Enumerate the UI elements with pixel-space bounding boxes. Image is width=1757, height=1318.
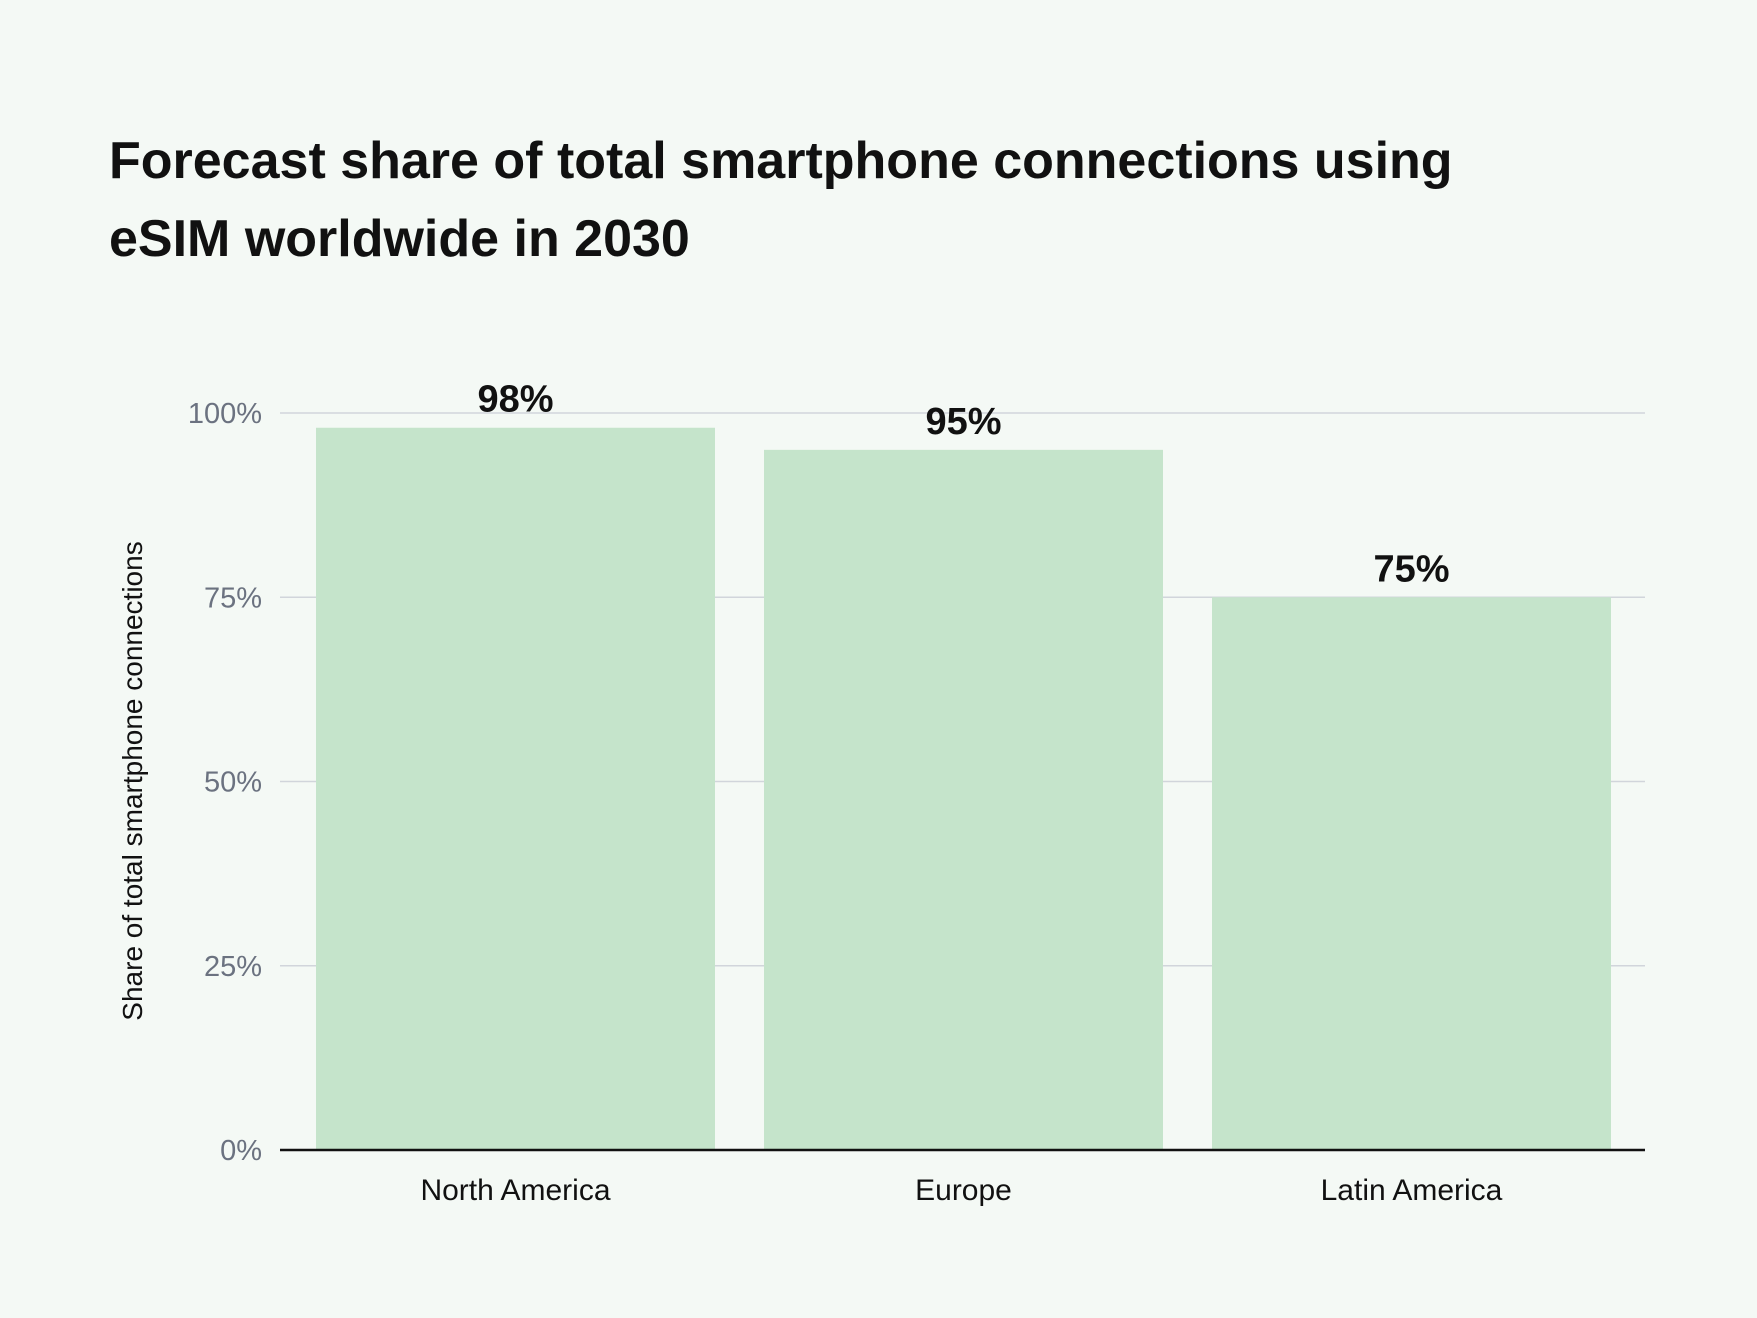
data-label: 95%: [925, 401, 1001, 443]
y-tick-label: 0%: [220, 1135, 262, 1167]
x-tick-label: Latin America: [1321, 1174, 1503, 1207]
x-tick-label: North America: [420, 1174, 610, 1207]
y-axis-label: Share of total smartphone connections: [117, 541, 148, 1020]
y-tick-label: 50%: [204, 767, 262, 799]
chart-title: Forecast share of total smartphone conne…: [109, 132, 1453, 268]
y-tick-label: 100%: [188, 398, 262, 430]
data-label: 98%: [477, 379, 553, 421]
bar: [764, 449, 1163, 1151]
y-tick-label: 25%: [204, 951, 262, 983]
y-tick-label: 75%: [204, 582, 262, 614]
bar: [316, 427, 715, 1150]
x-tick-label: Europe: [915, 1174, 1012, 1207]
bar: [1212, 597, 1611, 1150]
data-label: 75%: [1373, 548, 1449, 590]
